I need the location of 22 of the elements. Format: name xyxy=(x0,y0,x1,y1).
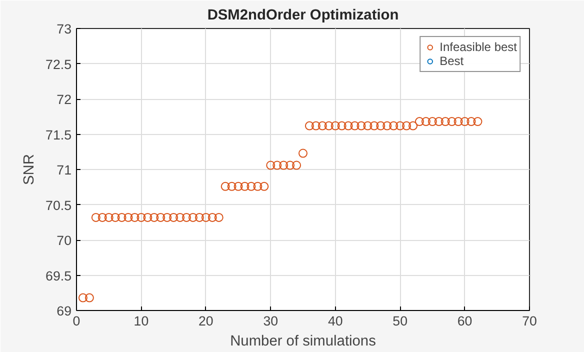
y-tick-label: 69 xyxy=(56,304,72,318)
x-tick-label: 50 xyxy=(392,314,408,328)
x-tick-label: 70 xyxy=(522,314,537,328)
x-tick-label: 20 xyxy=(198,314,214,328)
y-tick-label: 72.5 xyxy=(46,56,72,72)
x-tick-label: 10 xyxy=(134,314,149,328)
x-tick-label: 30 xyxy=(263,314,278,328)
legend-label: Infeasible best xyxy=(440,40,517,54)
y-tick-label: 70 xyxy=(56,233,72,248)
x-axis-title: Number of simulations xyxy=(230,334,376,350)
x-tick-label: 0 xyxy=(72,314,80,328)
x-tick-label: 60 xyxy=(457,314,472,328)
y-tick-label: 71.5 xyxy=(46,127,72,142)
legend-label: Best xyxy=(440,54,464,68)
y-tick-label: 73 xyxy=(56,22,72,36)
y-tick-label: 69.5 xyxy=(46,268,72,284)
y-axis-title: SNR xyxy=(22,154,38,185)
y-tick-label: 71 xyxy=(56,162,72,178)
y-tick-label: 70.5 xyxy=(46,198,72,213)
chart-title: DSM2ndOrder Optimization xyxy=(207,8,399,24)
y-tick-label: 72 xyxy=(56,92,72,107)
x-tick-label: 40 xyxy=(328,314,343,328)
